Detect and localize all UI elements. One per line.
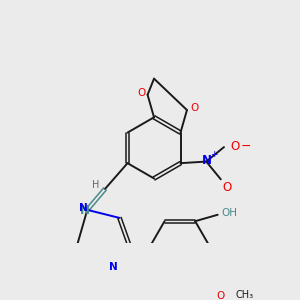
Text: O: O xyxy=(190,103,198,113)
Text: N: N xyxy=(202,154,212,167)
Text: OH: OH xyxy=(221,208,237,218)
Text: O: O xyxy=(223,181,232,194)
Text: O: O xyxy=(137,88,145,98)
Text: O: O xyxy=(231,140,240,153)
Text: +: + xyxy=(210,150,217,159)
Text: H: H xyxy=(92,180,99,190)
Text: −: − xyxy=(241,140,251,153)
Text: CH₃: CH₃ xyxy=(235,290,253,300)
Text: N: N xyxy=(79,203,88,213)
Text: N: N xyxy=(110,262,118,272)
Text: N: N xyxy=(80,204,90,217)
Text: O: O xyxy=(216,291,224,300)
